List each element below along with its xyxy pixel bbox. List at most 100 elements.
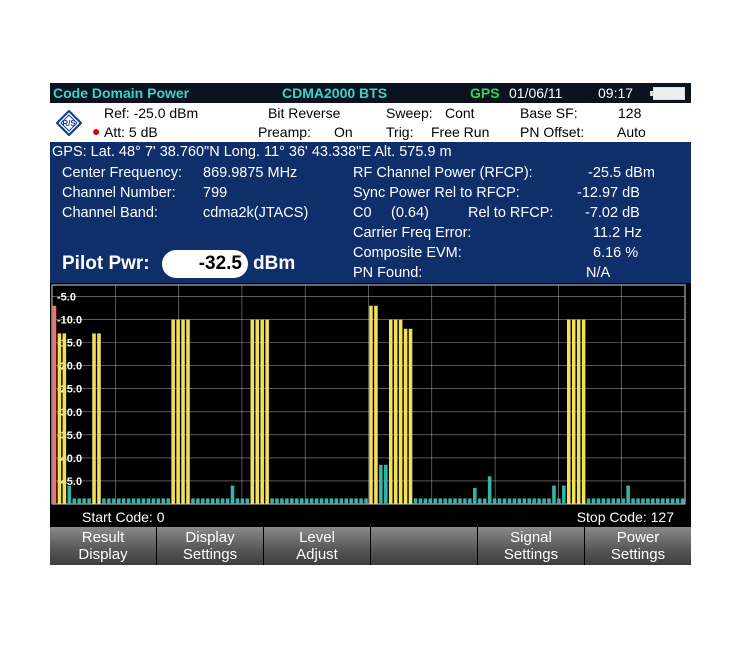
inactive-code-bar xyxy=(344,498,349,504)
inactive-code-bar xyxy=(562,485,566,504)
inactive-code-bar xyxy=(487,476,492,504)
svg-text:R/S: R/S xyxy=(62,119,76,128)
inactive-code-bar xyxy=(270,498,274,504)
softkey-power-settings[interactable]: Power Settings xyxy=(585,527,691,565)
inactive-code-bar xyxy=(660,498,665,504)
inactive-code-bar xyxy=(532,498,536,504)
active-code-bar xyxy=(255,319,260,504)
softkey-line: Display xyxy=(78,546,128,563)
active-code-bar xyxy=(250,319,255,504)
softkey-line: Level xyxy=(299,529,335,546)
inactive-code-bar xyxy=(126,498,131,504)
y-tick-label: -5.0 xyxy=(57,292,76,304)
inactive-code-bar xyxy=(349,498,353,504)
inactive-code-bar xyxy=(225,498,230,504)
inactive-code-bar xyxy=(121,498,126,504)
inactive-code-bar xyxy=(215,498,220,504)
inactive-code-bar xyxy=(334,498,339,504)
active-code-bar xyxy=(388,319,393,504)
softkey-signal-settings[interactable]: Signal Settings xyxy=(478,527,584,565)
inactive-code-bar xyxy=(665,498,670,504)
channel-number-value: 799 xyxy=(203,185,228,201)
softkey-line: Settings xyxy=(610,546,666,563)
rfcp-label: RF Channel Power (RFCP): xyxy=(353,165,533,181)
gps-position: GPS: Lat. 48° 7' 38.760"N Long. 11° 36' … xyxy=(52,144,452,160)
c0-rel-label: Rel to RFCP: xyxy=(468,205,554,221)
title-bar: Code Domain Power CDMA2000 BTS GPS 01/06… xyxy=(50,83,691,103)
c0-label: C0 xyxy=(353,205,372,221)
ref-level[interactable]: Ref: -25.0 dBm xyxy=(104,105,199,121)
inactive-code-bar xyxy=(235,498,240,504)
inactive-code-bar xyxy=(646,498,650,504)
mode-title: Code Domain Power xyxy=(53,85,190,101)
base-sf-value[interactable]: 128 xyxy=(618,105,642,121)
inactive-code-bar xyxy=(507,498,512,504)
inactive-code-bar xyxy=(423,498,428,504)
inactive-code-bar xyxy=(280,498,284,504)
inactive-code-bar xyxy=(240,498,245,504)
inactive-code-bar xyxy=(458,498,462,504)
active-code-bar xyxy=(403,328,408,504)
inactive-code-bar xyxy=(206,498,210,504)
softkey-line: Settings xyxy=(182,546,238,563)
active-code-bar xyxy=(171,319,175,504)
softkey-line: Result xyxy=(81,529,125,546)
softkey-blank[interactable] xyxy=(371,527,477,565)
softkey-display-settings[interactable]: Display Settings xyxy=(157,527,263,565)
inactive-code-bar xyxy=(468,498,472,504)
inactive-code-bar xyxy=(161,498,166,504)
att-indicator-dot: ● xyxy=(92,123,101,139)
attenuation[interactable]: Att: 5 dB xyxy=(104,124,158,140)
inactive-code-bar xyxy=(527,498,531,504)
inactive-code-bar xyxy=(522,498,527,504)
inactive-code-bar xyxy=(314,498,319,504)
c0-code: (0.64) xyxy=(391,205,429,221)
preamp-value[interactable]: On xyxy=(334,124,353,140)
inactive-code-bar xyxy=(552,485,556,504)
inactive-code-bar xyxy=(512,498,517,504)
inactive-code-bar xyxy=(107,498,111,504)
active-code-bar xyxy=(260,319,264,504)
inactive-code-bar xyxy=(201,498,205,504)
code-domain-plot: -5.0-10.0-15.0-20.0-25.0-30.0-35.0-40.0-… xyxy=(51,284,686,505)
inactive-code-bar xyxy=(230,485,235,504)
inactive-code-bar xyxy=(245,498,250,504)
inactive-code-bar xyxy=(67,485,72,504)
active-code-bar xyxy=(52,305,57,504)
softkey-line: Adjust xyxy=(296,546,338,563)
carrier-freq-error-label: Carrier Freq Error: xyxy=(353,225,472,241)
sweep-value[interactable]: Cont xyxy=(445,105,475,121)
inactive-code-bar xyxy=(112,498,116,504)
inactive-code-bar xyxy=(220,498,225,504)
base-sf-label: Base SF: xyxy=(520,105,578,121)
softkey-line: Settings xyxy=(503,546,559,563)
pn-offset-value[interactable]: Auto xyxy=(617,124,646,140)
inactive-code-bar xyxy=(359,498,363,504)
inactive-code-bar xyxy=(290,498,294,504)
inactive-code-bar xyxy=(116,498,121,504)
inactive-code-bar xyxy=(151,498,156,504)
trig-value[interactable]: Free Run xyxy=(431,124,490,140)
time-display: 09:17 xyxy=(598,85,634,101)
settings-bar: R/S Ref: -25.0 dBm ● Att: 5 dB Bit Rever… xyxy=(50,103,691,142)
composite-evm-value: 6.16 % xyxy=(593,245,639,261)
instrument-screen: Code Domain Power CDMA2000 BTS GPS 01/06… xyxy=(50,83,691,565)
inactive-code-bar xyxy=(675,498,680,504)
active-code-bar xyxy=(408,328,413,504)
inactive-code-bar xyxy=(309,498,314,504)
inactive-code-bar xyxy=(413,498,418,504)
softkey-result-display[interactable]: Result Display xyxy=(50,527,156,565)
inactive-code-bar xyxy=(656,498,660,504)
softkey-line: Display xyxy=(185,529,235,546)
softkey-level-adjust[interactable]: Level Adjust xyxy=(264,527,370,565)
inactive-code-bar xyxy=(448,498,452,504)
date-display: 01/06/11 xyxy=(509,85,563,101)
center-frequency-label: Center Frequency: xyxy=(62,165,183,181)
inactive-code-bar xyxy=(438,498,442,504)
inactive-code-bar xyxy=(621,498,625,504)
pilot-power-label: Pilot Pwr: xyxy=(62,253,150,274)
channel-number-label: Channel Number: xyxy=(62,185,176,201)
active-code-bar xyxy=(581,319,586,504)
inactive-code-bar xyxy=(606,498,611,504)
y-tick-label: -10.0 xyxy=(57,315,82,327)
